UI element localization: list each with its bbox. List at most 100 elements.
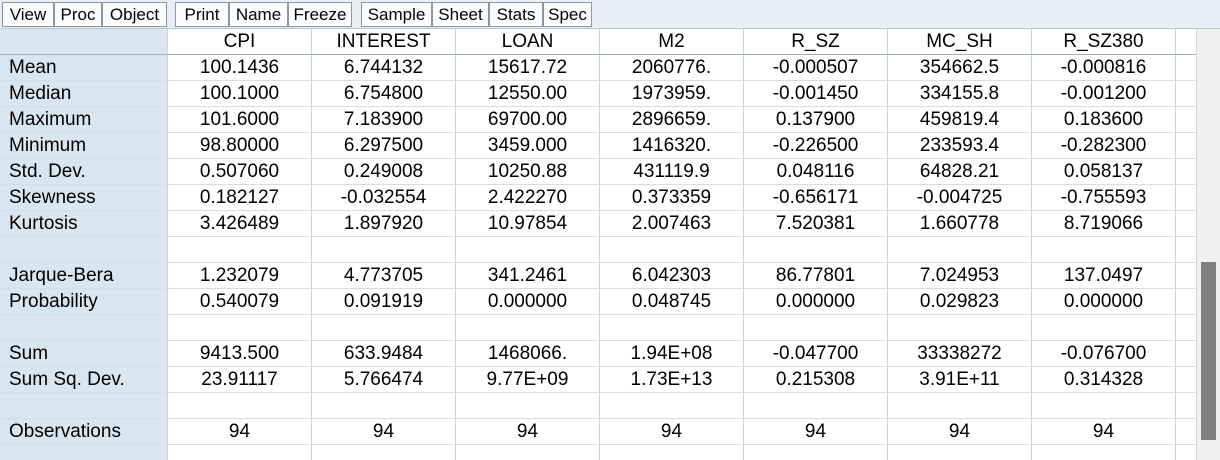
table-cell[interactable]: 431119.9 [600,159,744,185]
table-cell[interactable] [888,315,1032,341]
vertical-scrollbar[interactable] [1196,29,1220,460]
table-cell[interactable]: 94 [168,419,312,445]
sheet-button[interactable]: Sheet [432,2,489,27]
table-cell[interactable]: 9.77E+09 [456,367,600,393]
table-cell[interactable] [168,445,312,460]
table-cell[interactable]: -0.047700 [744,341,888,367]
table-cell[interactable]: 0.314328 [1032,367,1176,393]
table-cell[interactable]: 0.048745 [600,289,744,315]
table-cell[interactable]: 4.773705 [312,263,456,289]
table-cell[interactable]: 33338272 [888,341,1032,367]
table-cell[interactable]: 7.024953 [888,263,1032,289]
row-label[interactable]: Minimum [0,133,168,159]
table-cell[interactable]: 6.744132 [312,55,456,81]
table-cell[interactable]: -0.001200 [1032,81,1176,107]
table-cell[interactable]: 0.373359 [600,185,744,211]
corner-cell[interactable] [0,29,168,55]
table-cell[interactable]: 334155.8 [888,81,1032,107]
proc-button[interactable]: Proc [54,2,102,27]
table-cell[interactable]: 0.183600 [1032,107,1176,133]
table-cell[interactable] [168,237,312,263]
row-label[interactable]: Jarque-Bera [0,263,168,289]
table-cell[interactable]: 354662.5 [888,55,1032,81]
table-cell[interactable]: 2.007463 [600,211,744,237]
table-cell[interactable]: 98.80000 [168,133,312,159]
table-cell[interactable] [312,237,456,263]
row-label[interactable]: Skewness [0,185,168,211]
table-cell[interactable]: 94 [600,419,744,445]
table-cell[interactable] [600,445,744,460]
table-cell[interactable]: 0.000000 [1032,289,1176,315]
table-cell[interactable]: 0.000000 [744,289,888,315]
table-cell[interactable] [744,315,888,341]
table-cell[interactable]: -0.001450 [744,81,888,107]
table-cell[interactable]: 94 [1032,419,1176,445]
table-cell[interactable] [1032,237,1176,263]
table-cell[interactable] [1032,445,1176,460]
table-cell[interactable] [744,445,888,460]
table-cell[interactable]: -0.282300 [1032,133,1176,159]
table-cell[interactable]: -0.226500 [744,133,888,159]
scrollbar-thumb[interactable] [1201,262,1216,440]
table-cell[interactable] [312,393,456,419]
table-cell[interactable]: 341.2461 [456,263,600,289]
row-label[interactable]: Sum Sq. Dev. [0,367,168,393]
table-cell[interactable] [888,393,1032,419]
table-cell[interactable]: 3.91E+11 [888,367,1032,393]
table-cell[interactable]: 1.660778 [888,211,1032,237]
table-cell[interactable] [456,315,600,341]
row-label[interactable] [0,315,168,341]
table-cell[interactable]: 100.1436 [168,55,312,81]
table-cell[interactable]: 10.97854 [456,211,600,237]
table-cell[interactable]: 9413.500 [168,341,312,367]
row-label[interactable]: Std. Dev. [0,159,168,185]
table-cell[interactable]: -0.076700 [1032,341,1176,367]
row-label[interactable]: Kurtosis [0,211,168,237]
table-cell[interactable]: 10250.88 [456,159,600,185]
table-cell[interactable]: 12550.00 [456,81,600,107]
table-cell[interactable]: 6.754800 [312,81,456,107]
table-cell[interactable] [1032,393,1176,419]
print-button[interactable]: Print [175,2,229,27]
column-header-r-sz[interactable]: R_SZ [744,29,888,55]
table-cell[interactable] [312,315,456,341]
column-header-m2[interactable]: M2 [600,29,744,55]
table-cell[interactable] [456,445,600,460]
table-cell[interactable] [168,315,312,341]
table-cell[interactable]: 100.1000 [168,81,312,107]
table-cell[interactable]: 1416320. [600,133,744,159]
table-cell[interactable]: 64828.21 [888,159,1032,185]
column-header-r-sz380[interactable]: R_SZ380 [1032,29,1176,55]
table-cell[interactable] [600,237,744,263]
table-cell[interactable]: 86.77801 [744,263,888,289]
table-cell[interactable]: 0.215308 [744,367,888,393]
table-cell[interactable] [888,445,1032,460]
table-cell[interactable]: 23.91117 [168,367,312,393]
name-button[interactable]: Name [229,2,288,27]
table-cell[interactable]: -0.004725 [888,185,1032,211]
row-label[interactable] [0,237,168,263]
table-cell[interactable] [312,445,456,460]
stats-button[interactable]: Stats [489,2,543,27]
table-cell[interactable]: -0.032554 [312,185,456,211]
table-cell[interactable]: 1.73E+13 [600,367,744,393]
table-cell[interactable]: 633.9484 [312,341,456,367]
table-cell[interactable] [456,393,600,419]
row-label[interactable]: Observations [0,419,168,445]
table-cell[interactable]: 1973959. [600,81,744,107]
freeze-button[interactable]: Freeze [288,2,352,27]
table-cell[interactable]: -0.656171 [744,185,888,211]
table-cell[interactable]: 2060776. [600,55,744,81]
table-cell[interactable]: 137.0497 [1032,263,1176,289]
object-button[interactable]: Object [102,2,167,27]
column-header-cpi[interactable]: CPI [168,29,312,55]
table-cell[interactable]: 3459.000 [456,133,600,159]
table-cell[interactable] [168,393,312,419]
row-label[interactable]: Median [0,81,168,107]
table-cell[interactable]: 94 [312,419,456,445]
table-cell[interactable] [600,393,744,419]
table-cell[interactable]: 1.232079 [168,263,312,289]
table-cell[interactable]: 0.182127 [168,185,312,211]
row-label[interactable]: Probability [0,289,168,315]
sample-button[interactable]: Sample [361,2,432,27]
